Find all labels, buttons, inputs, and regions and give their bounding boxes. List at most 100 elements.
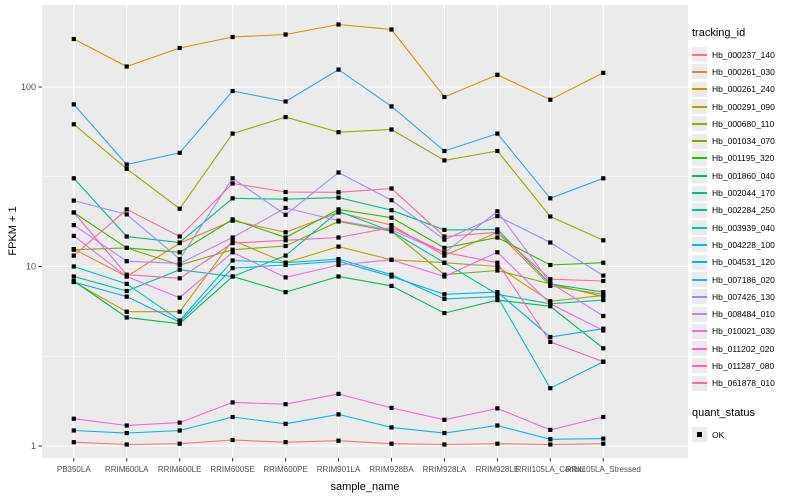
legend-key-swatch: [692, 116, 707, 132]
data-point: [601, 346, 606, 351]
legend-key-swatch: [692, 254, 707, 270]
data-point: [71, 428, 76, 433]
data-point: [442, 417, 447, 422]
data-point: [283, 235, 288, 240]
data-point: [601, 278, 606, 284]
data-point: [389, 198, 394, 203]
data-point: [442, 311, 447, 316]
data-point: [177, 309, 182, 314]
data-point: [495, 290, 500, 295]
data-point: [548, 437, 553, 442]
y-tick-label: 1: [31, 441, 36, 451]
data-point: [389, 225, 394, 230]
legend-item-Hb_000680_110: Hb_000680_110: [692, 115, 798, 132]
data-point: [124, 309, 129, 314]
x-axis-title: sample_name: [330, 481, 400, 493]
data-point: [442, 296, 447, 301]
x-tick-label: RRIM928LE: [476, 465, 520, 474]
data-point: [495, 227, 500, 232]
data-point: [495, 264, 500, 269]
legend-panel: tracking_id Hb_000237_140 Hb_000261_030 Hb…: [692, 27, 798, 443]
line-swatch-icon: [692, 70, 707, 73]
data-point: [177, 261, 182, 266]
data-point: [601, 441, 606, 446]
legend-item-Hb_061878_010: Hb_061878_010: [692, 375, 798, 392]
x-tick-label: RRIM600PE: [263, 465, 307, 474]
data-point: [124, 245, 129, 250]
legend-key-swatch: [692, 323, 707, 339]
legend-item-Hb_000237_140: Hb_000237_140: [692, 46, 798, 63]
data-point: [71, 253, 76, 258]
data-point: [495, 230, 500, 235]
data-point: [548, 196, 553, 201]
data-point: [389, 283, 394, 288]
data-point: [336, 259, 341, 264]
data-point: [548, 301, 553, 306]
data-point: [230, 181, 235, 186]
line-swatch-icon: [692, 261, 707, 264]
legend-items: Hb_000237_140 Hb_000261_030 Hb_000261_240 H…: [692, 46, 798, 392]
data-point: [177, 420, 182, 425]
data-point: [71, 102, 76, 107]
legend-item-label: Hb_000291_090: [712, 101, 775, 112]
data-point: [495, 214, 500, 219]
data-point: [442, 237, 447, 242]
data-point: [336, 190, 341, 195]
data-point: [548, 427, 553, 432]
legend-item-label: Hb_008484_010: [712, 309, 775, 320]
data-point: [230, 196, 235, 201]
data-point: [124, 294, 129, 299]
data-point: [177, 234, 182, 239]
data-point: [442, 94, 447, 100]
data-point: [71, 122, 76, 127]
data-point: [389, 186, 394, 191]
data-point: [230, 437, 235, 443]
line-swatch-icon: [692, 88, 707, 91]
data-point: [124, 442, 129, 447]
data-point: [601, 70, 606, 75]
legend-item-label: Hb_010021_030: [712, 326, 775, 337]
data-point: [442, 431, 447, 436]
data-point: [283, 421, 288, 426]
data-point: [548, 262, 553, 268]
data-point: [124, 212, 129, 217]
data-point: [336, 209, 341, 214]
line-swatch-icon: [692, 140, 707, 143]
data-point: [71, 274, 76, 279]
data-point: [124, 234, 129, 239]
data-point: [389, 274, 394, 279]
data-point: [601, 436, 606, 441]
data-point: [283, 238, 288, 243]
x-tick-label: RRIM600SE: [210, 465, 254, 474]
data-point: [177, 320, 182, 325]
data-point: [230, 235, 235, 240]
line-swatch-icon: [692, 157, 707, 160]
line-swatch-icon: [692, 364, 707, 367]
data-point: [283, 32, 288, 37]
square-marker-icon: [697, 432, 702, 437]
data-point: [442, 234, 447, 239]
line-swatch-icon: [692, 243, 707, 246]
x-tick-label: RRIM600LE: [158, 465, 202, 474]
data-point: [283, 243, 288, 249]
data-point: [230, 258, 235, 263]
data-point: [548, 214, 553, 219]
data-point: [177, 257, 182, 262]
data-point: [495, 235, 500, 240]
data-point: [230, 176, 235, 181]
legend-item-label: Hb_061878_010: [712, 378, 775, 389]
data-point: [177, 276, 182, 281]
data-point: [230, 241, 235, 246]
data-point: [548, 334, 553, 340]
legend-item-label: Hb_003939_040: [712, 222, 775, 233]
legend-item-quant-ok: OK: [692, 426, 798, 443]
data-point: [336, 262, 341, 268]
data-point: [230, 250, 235, 255]
data-point: [336, 218, 341, 223]
legend-item-label: Hb_000680_110: [712, 118, 775, 129]
data-point: [283, 189, 288, 195]
data-point: [336, 67, 341, 72]
legend-key-swatch: [692, 306, 707, 322]
data-point: [177, 240, 182, 245]
legend-key-swatch: [692, 237, 707, 253]
